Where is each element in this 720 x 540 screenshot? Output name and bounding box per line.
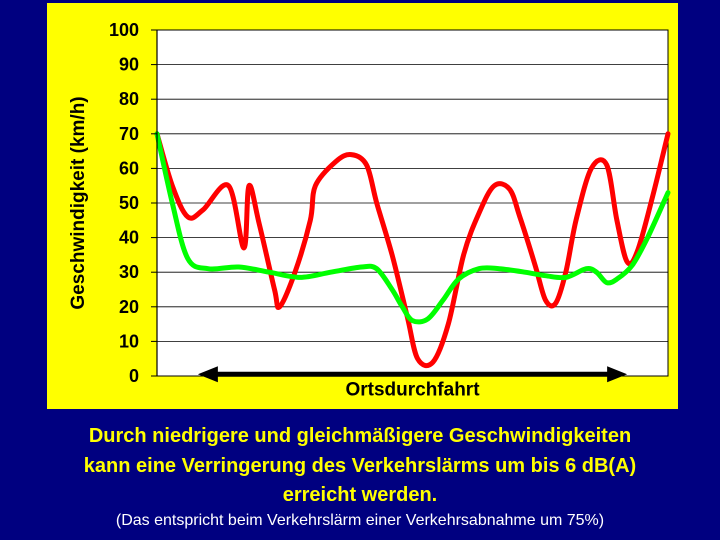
series-line-red	[154, 131, 671, 369]
arrow-head-right	[607, 366, 628, 383]
y-tick-label: 80	[119, 89, 139, 109]
series-line-green	[154, 131, 671, 325]
caption-line-1: Durch niedrigere und gleichmäßigere Gesc…	[88, 425, 632, 447]
y-tick-label: 20	[119, 297, 139, 317]
y-tick-label: 40	[119, 228, 139, 248]
caption-line-3: erreicht werden.	[282, 484, 438, 506]
y-tick-label: 50	[119, 193, 139, 213]
speed-chart: 0 10 20 30 40 50 60 70 80 90 100 Geschwindigkeit (…	[47, 3, 678, 409]
caption-note: (Das entspricht beim Verkehrslärm einer …	[115, 512, 605, 529]
y-tick-labels: 0 10 20 30 40 50 60 70 80 90 100	[109, 20, 157, 386]
y-tick-label: 0	[129, 366, 139, 386]
y-axis-label: Geschwindigkeit (km/h)	[68, 96, 89, 309]
ortsdurchfahrt-label: Ortsdurchfahrt	[345, 379, 480, 400]
y-tick-label: 30	[119, 262, 139, 282]
caption-line-2: kann eine Verringerung des Verkehrslärms…	[83, 455, 637, 477]
arrow-head-left	[197, 366, 218, 383]
y-tick-label: 70	[119, 124, 139, 144]
y-tick-label: 90	[119, 55, 139, 75]
y-tick-label: 60	[119, 158, 139, 178]
ortsdurchfahrt-annotation: Ortsdurchfahrt	[197, 366, 628, 400]
y-tick-label: 100	[109, 20, 139, 40]
data-series	[154, 131, 671, 369]
y-tick-label: 10	[119, 331, 139, 351]
